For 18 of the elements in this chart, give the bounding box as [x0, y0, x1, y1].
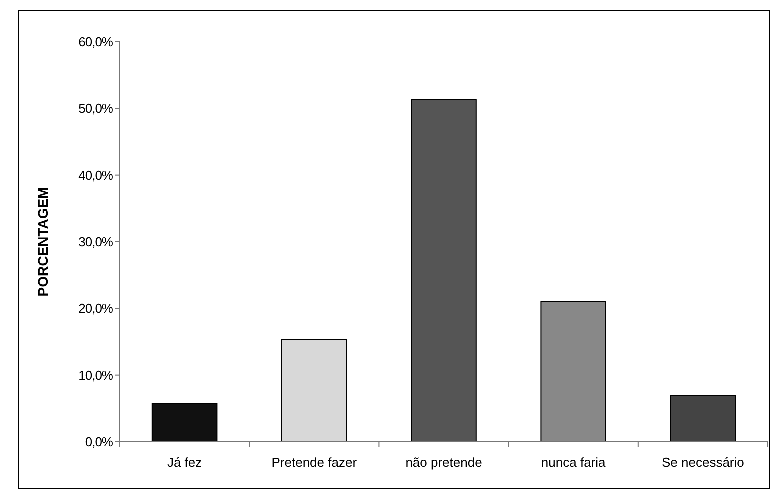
x-tick-label: não pretende: [406, 455, 482, 470]
bar: [670, 396, 736, 442]
bar: [282, 340, 348, 442]
x-tick-label: Se necessário: [662, 455, 744, 470]
y-tick-label: 60,0%: [78, 34, 114, 50]
y-tick-label: 40,0%: [78, 168, 114, 183]
x-tick-label: nunca faria: [541, 455, 607, 470]
y-axis-title: PORCENTAGEM: [35, 187, 51, 297]
bar: [152, 404, 218, 442]
bar: [411, 100, 477, 442]
y-tick-label: 50,0%: [78, 101, 114, 116]
y-tick-label: 0,0%: [85, 434, 114, 450]
x-tick-label: Já fez: [167, 455, 202, 470]
y-tick-label: 10,0%: [78, 368, 114, 383]
y-tick-label: 20,0%: [78, 301, 114, 316]
bar: [540, 302, 606, 442]
y-tick-label: 30,0%: [78, 234, 114, 250]
x-tick-label: Pretende fazer: [272, 455, 358, 470]
